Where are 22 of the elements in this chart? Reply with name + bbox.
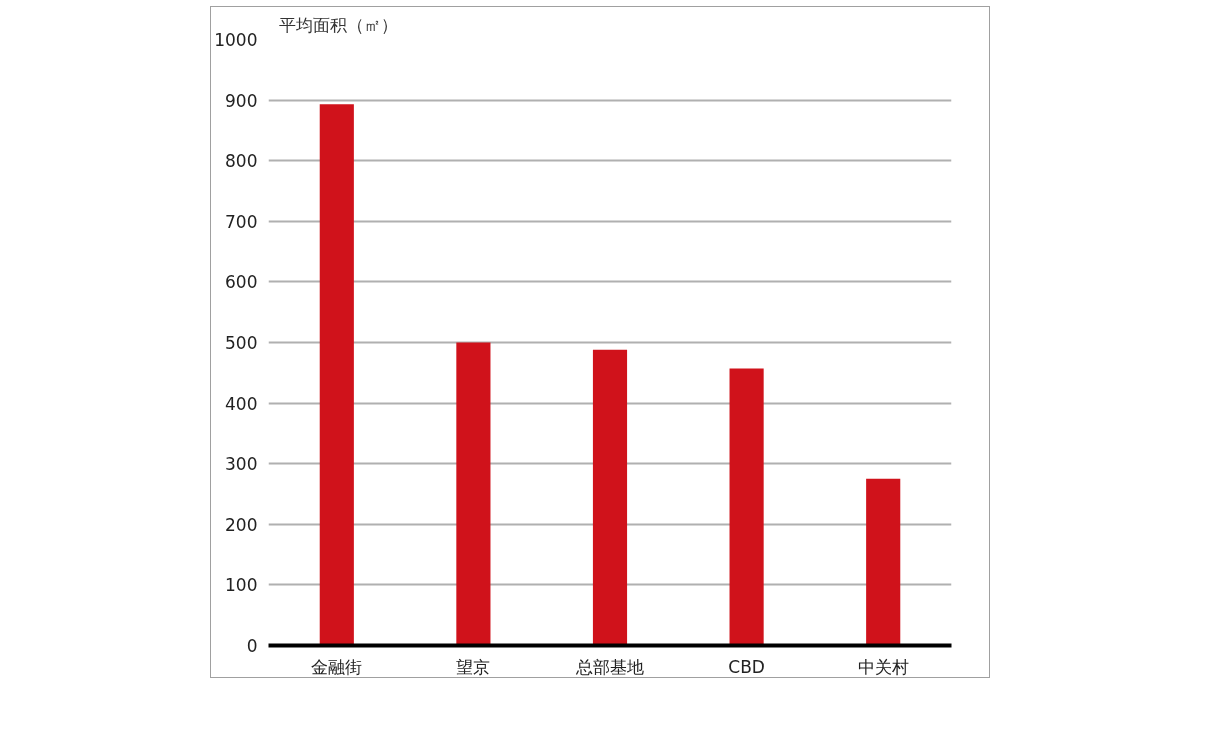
x-tick-label: 金融街: [311, 656, 363, 677]
y-tick-label: 600: [225, 272, 258, 293]
x-tick-label: CBD: [728, 656, 765, 677]
y-tick-label: 700: [225, 211, 258, 232]
y-tick-label: 900: [225, 90, 258, 111]
y-tick-label: 500: [225, 333, 258, 353]
bar: [866, 478, 901, 646]
y-tick-label: 1000: [214, 30, 258, 50]
y-tick-label: 200: [225, 514, 258, 535]
bar: [592, 349, 628, 646]
y-tick-label: 400: [225, 393, 258, 414]
x-tick-label: 望京: [456, 656, 491, 677]
bar: [456, 342, 491, 646]
x-tick-label: 总部基地: [575, 656, 644, 677]
y-axis-title: 平均面积（㎡）: [278, 14, 398, 35]
y-tick-label: 0: [246, 636, 258, 656]
bar: [729, 368, 764, 646]
x-tick-label: 中关村: [857, 656, 909, 677]
bar: [319, 104, 354, 646]
y-tick-label: 800: [225, 151, 258, 172]
y-tick-label: 100: [225, 575, 258, 596]
y-tick-label: 300: [225, 454, 258, 475]
